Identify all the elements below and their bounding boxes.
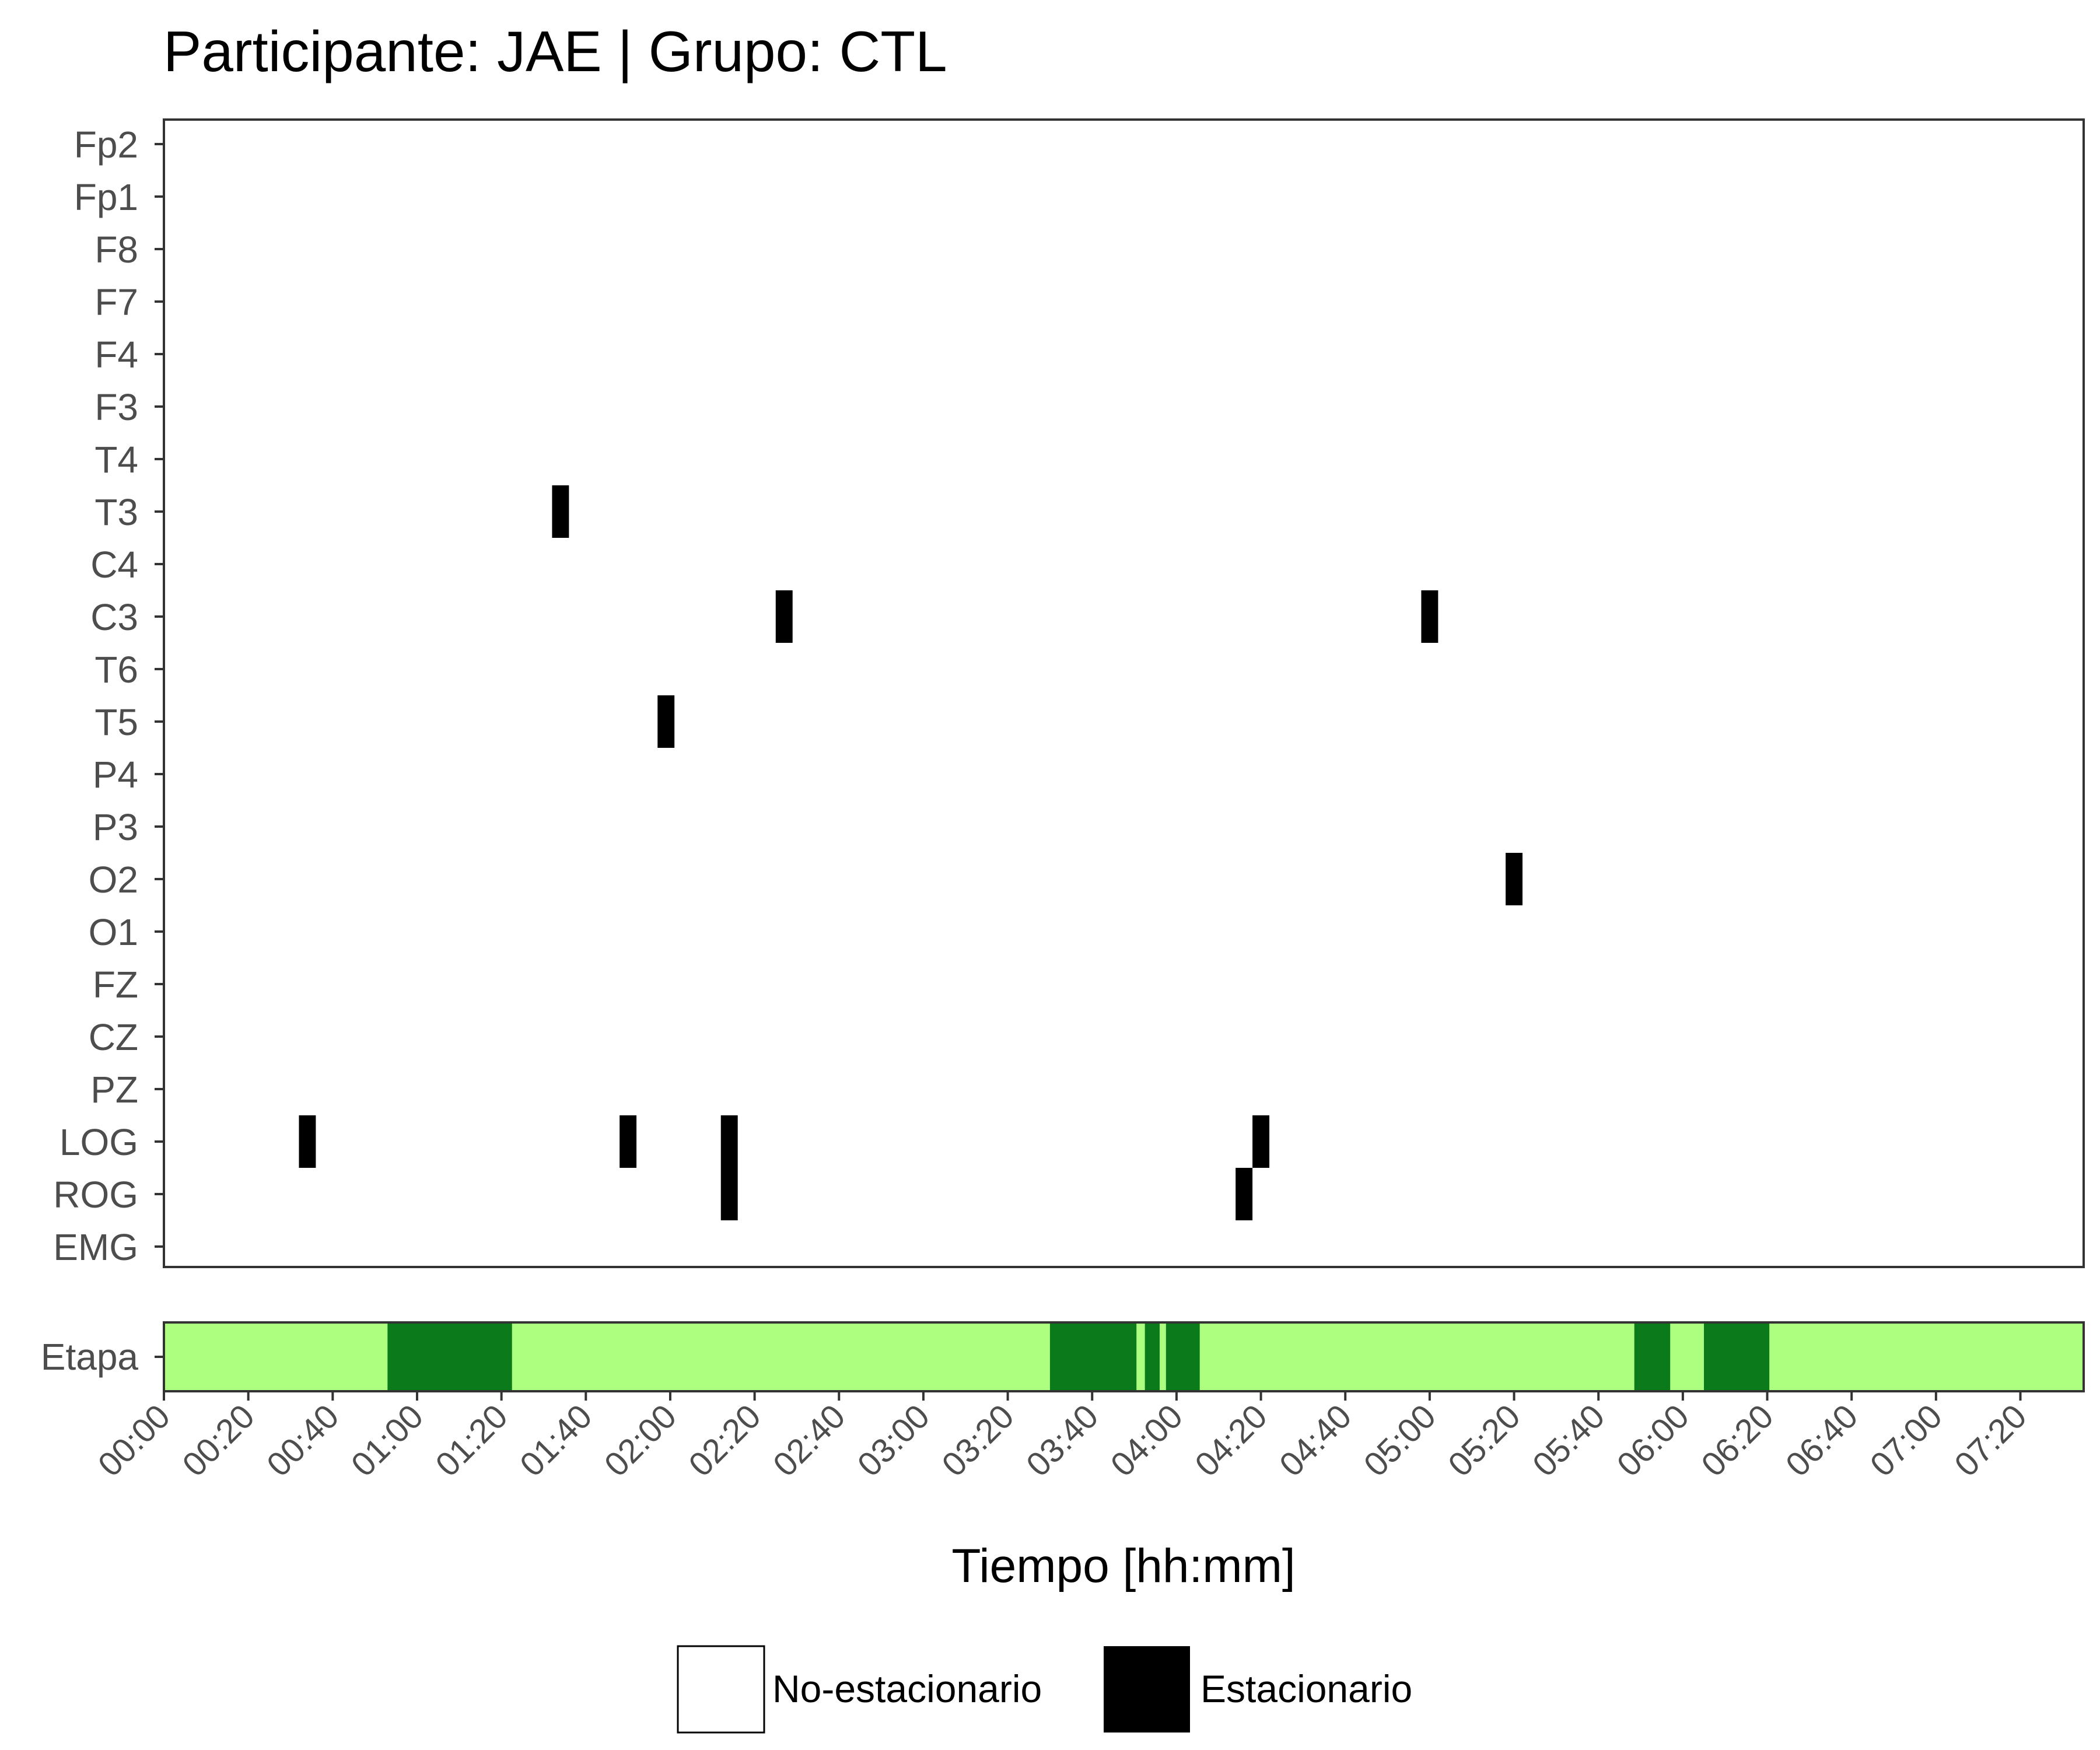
stage-panel: Etapa — [41, 1321, 2085, 1392]
channel-label-t5: T5 — [94, 701, 138, 743]
channel-label-fp1: Fp1 — [74, 176, 138, 218]
x-tick-label: 06:20 — [1694, 1397, 1781, 1484]
x-tick-label: 01:20 — [428, 1397, 515, 1484]
stage-segment — [1634, 1322, 1671, 1391]
x-tick-label: 03:00 — [850, 1397, 937, 1484]
stage-label: Etapa — [41, 1336, 139, 1378]
channel-label-log: LOG — [60, 1121, 138, 1163]
legend: No-estacionario Estacionario — [677, 1645, 1412, 1734]
segment-rog — [720, 1168, 738, 1220]
x-tick-label: 07:20 — [1947, 1397, 2034, 1484]
stage-segments — [387, 1322, 1770, 1391]
channel-label-t6: T6 — [94, 649, 138, 691]
segment-c3 — [1421, 590, 1438, 643]
channel-label-fz: FZ — [93, 964, 138, 1006]
channel-label-pz: PZ — [90, 1069, 138, 1111]
segment-rog — [1236, 1168, 1253, 1220]
stationary-segments — [299, 485, 1523, 1220]
x-tick-label: 07:00 — [1863, 1397, 1950, 1484]
x-tick-label: 05:00 — [1356, 1397, 1443, 1484]
channel-label-o1: O1 — [89, 911, 138, 953]
x-axis-label: Tiempo [hh:mm] — [951, 1539, 1295, 1592]
segment-log — [720, 1115, 738, 1168]
segment-log — [299, 1115, 316, 1168]
channel-label-emg: EMG — [53, 1226, 138, 1268]
x-tick-label: 04:00 — [1104, 1397, 1191, 1484]
x-axis: 00:0000:2000:4001:0001:2001:4002:0002:20… — [91, 1391, 2034, 1484]
channel-label-p4: P4 — [93, 754, 138, 796]
segment-log — [1252, 1115, 1270, 1168]
channel-label-cz: CZ — [89, 1016, 138, 1058]
channel-label-t3: T3 — [94, 491, 138, 533]
x-tick-label: 02:00 — [597, 1397, 684, 1484]
x-tick-label: 03:20 — [935, 1397, 1021, 1484]
channel-label-f8: F8 — [94, 229, 138, 271]
channel-label-f3: F3 — [94, 386, 138, 428]
stage-segment — [1049, 1322, 1137, 1391]
x-tick-label: 01:00 — [344, 1397, 431, 1484]
legend-label-estacionario: Estacionario — [1200, 1667, 1412, 1710]
chart-title: Participante: JAE | Grupo: CTL — [163, 19, 947, 83]
stage-segment — [1704, 1322, 1770, 1391]
x-tick-label: 06:40 — [1779, 1397, 1866, 1484]
segment-t3 — [552, 485, 569, 538]
stage-segment — [1166, 1322, 1200, 1391]
x-tick-label: 03:40 — [1019, 1397, 1106, 1484]
segment-o2 — [1506, 853, 1523, 905]
channel-label-fp2: Fp2 — [74, 124, 138, 166]
x-tick-label: 04:20 — [1188, 1397, 1275, 1484]
x-tick-label: 00:00 — [91, 1397, 178, 1484]
channel-axis: Fp2 Fp1 F8 F7 F4 F3 T4 T3 C4 C3 T6 T5 P4 P3 O2 O1 FZ CZ PZ… — [53, 124, 164, 1268]
legend-label-no-estacionario: No-estacionario — [772, 1667, 1042, 1710]
segment-c3 — [775, 590, 793, 643]
x-tick-label: 05:20 — [1441, 1397, 1528, 1484]
segment-log — [620, 1115, 637, 1168]
legend-key-estacionario — [1104, 1646, 1190, 1732]
main-panel-border — [163, 118, 2085, 1268]
stage-segment — [387, 1322, 512, 1391]
x-tick-label: 00:40 — [260, 1397, 346, 1484]
channel-label-f7: F7 — [94, 281, 138, 323]
x-tick-label: 04:40 — [1272, 1397, 1359, 1484]
channel-label-f4: F4 — [94, 334, 138, 376]
x-tick-label: 06:00 — [1609, 1397, 1696, 1484]
x-tick-label: 01:40 — [513, 1397, 600, 1484]
channel-label-c3: C3 — [90, 596, 138, 638]
x-tick-label: 02:40 — [766, 1397, 853, 1484]
segment-t5 — [657, 695, 675, 748]
channel-label-c4: C4 — [90, 544, 138, 586]
channel-label-t4: T4 — [94, 439, 138, 481]
legend-key-no-estacionario — [677, 1645, 765, 1734]
x-tick-label: 00:20 — [175, 1397, 262, 1484]
x-tick-label: 02:20 — [681, 1397, 768, 1484]
channel-label-rog: ROG — [53, 1174, 138, 1216]
x-tick-label: 05:40 — [1525, 1397, 1612, 1484]
channel-label-o2: O2 — [89, 859, 138, 901]
main-panel: Fp2 Fp1 F8 F7 F4 F3 T4 T3 C4 C3 T6 T5 P4 P3 O2 O1 FZ CZ PZ… — [53, 118, 2085, 1268]
stage-segment — [1144, 1322, 1160, 1391]
channel-label-p3: P3 — [93, 806, 138, 848]
